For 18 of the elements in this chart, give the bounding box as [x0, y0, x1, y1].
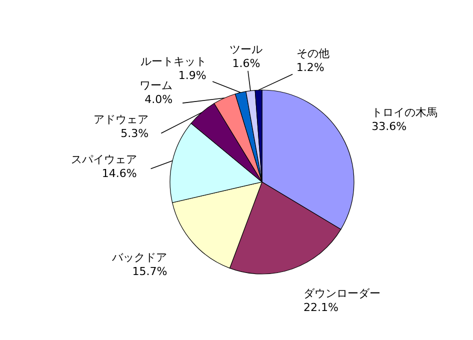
legend-label: スパイウェア	[70, 153, 137, 166]
slice-label: バックドア	[111, 251, 168, 264]
slice-label: ルートキット	[140, 54, 206, 68]
slice-label: アドウェア	[94, 113, 149, 126]
data-label: 1.6%	[232, 56, 260, 70]
slice-label: その他	[296, 46, 330, 60]
slice-label: ダウンローダー	[304, 286, 381, 300]
data-label: 33.6%	[372, 120, 407, 133]
data-label: 22.1%	[304, 300, 339, 314]
slice-label: トロイの木馬	[372, 106, 438, 119]
data-label: 15.7%	[132, 265, 168, 278]
slice-label: ワーム	[140, 79, 173, 92]
slice-label: ツール	[230, 42, 263, 56]
data-label: 4.0%	[144, 93, 173, 106]
data-label: 1.2%	[296, 60, 324, 74]
data-label: 1.9%	[178, 68, 206, 82]
data-label: 14.6%	[102, 167, 137, 180]
data-label: 5.3%	[120, 127, 149, 140]
